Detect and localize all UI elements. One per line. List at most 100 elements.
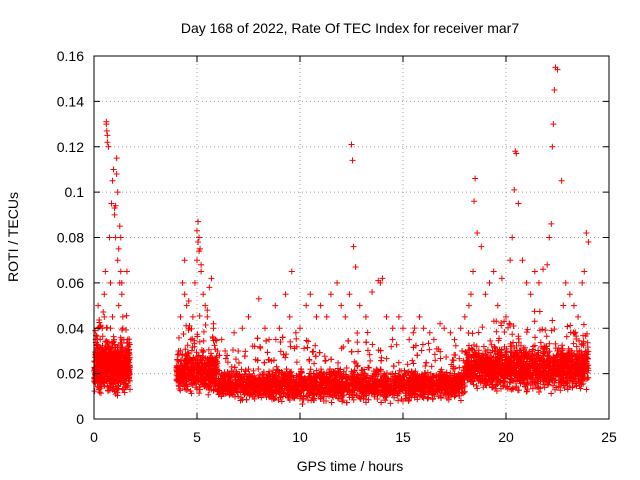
data-point	[269, 389, 276, 396]
data-point	[96, 317, 103, 324]
data-point	[385, 390, 392, 397]
data-point	[200, 328, 207, 335]
data-point	[116, 366, 123, 373]
data-point	[305, 338, 312, 345]
data-point	[213, 371, 220, 378]
data-point	[411, 385, 418, 392]
data-point	[115, 353, 122, 360]
data-point	[202, 370, 209, 377]
data-point	[394, 378, 401, 385]
data-point	[101, 378, 108, 385]
data-point	[543, 343, 550, 350]
data-point	[114, 382, 121, 389]
data-point	[470, 381, 477, 388]
data-point	[551, 326, 558, 333]
data-point	[175, 351, 182, 358]
data-point	[123, 312, 130, 319]
data-point	[417, 380, 424, 387]
data-point	[322, 357, 329, 364]
data-point	[278, 398, 285, 405]
data-point	[529, 378, 536, 385]
data-point	[205, 384, 212, 391]
data-point	[237, 383, 244, 390]
data-point	[480, 343, 487, 350]
data-point	[272, 395, 279, 402]
data-point	[250, 367, 257, 374]
data-point	[193, 376, 200, 383]
data-point	[445, 375, 452, 382]
data-point	[583, 386, 590, 393]
data-point	[100, 308, 107, 315]
data-point	[409, 357, 416, 364]
data-point	[306, 357, 313, 364]
data-point	[249, 386, 256, 393]
data-point	[180, 331, 187, 338]
data-point	[272, 381, 279, 388]
data-point	[259, 371, 266, 378]
data-point	[224, 352, 231, 359]
data-point	[104, 368, 111, 375]
data-point	[311, 387, 318, 394]
data-point	[175, 334, 182, 341]
data-point	[406, 382, 413, 389]
data-point	[361, 388, 368, 395]
data-point	[354, 330, 361, 337]
data-point	[293, 385, 300, 392]
data-point	[176, 375, 183, 382]
data-point	[424, 375, 431, 382]
data-point	[456, 364, 463, 371]
data-point	[328, 399, 335, 406]
data-point	[363, 392, 370, 399]
data-point	[114, 357, 121, 364]
data-point	[345, 337, 352, 344]
data-point	[537, 385, 544, 392]
data-point	[419, 341, 426, 348]
data-point	[456, 355, 463, 362]
data-point	[345, 383, 352, 390]
data-point	[210, 378, 217, 385]
data-point	[92, 364, 99, 371]
data-point	[404, 361, 411, 368]
data-point	[109, 359, 116, 366]
data-point	[351, 374, 358, 381]
data-point	[123, 326, 130, 333]
data-point	[550, 382, 557, 389]
data-point	[202, 380, 209, 387]
data-point	[382, 397, 389, 404]
data-point	[187, 388, 194, 395]
data-point	[327, 382, 334, 389]
data-point	[443, 354, 450, 361]
data-point	[243, 396, 250, 403]
data-point	[435, 385, 442, 392]
data-point	[447, 376, 454, 383]
grid-lines	[94, 56, 609, 419]
data-point	[98, 381, 105, 388]
data-point	[96, 389, 103, 396]
data-point	[174, 378, 181, 385]
data-point	[101, 355, 108, 362]
data-point	[567, 322, 574, 329]
data-point	[439, 384, 446, 391]
data-point	[426, 346, 433, 353]
data-point	[246, 371, 253, 378]
data-point	[505, 324, 512, 331]
data-point	[506, 320, 513, 327]
data-point	[272, 336, 279, 343]
data-point	[438, 394, 445, 401]
data-point	[442, 372, 449, 379]
data-point	[238, 366, 245, 373]
data-point	[111, 341, 118, 348]
data-point	[228, 363, 235, 370]
data-point	[213, 337, 220, 344]
data-point	[105, 359, 112, 366]
data-point	[411, 394, 418, 401]
data-point	[261, 359, 268, 366]
data-point	[325, 376, 332, 383]
data-point	[199, 355, 206, 362]
data-point	[425, 340, 432, 347]
data-point	[475, 329, 482, 336]
data-point	[293, 376, 300, 383]
data-point	[276, 369, 283, 376]
data-point	[229, 391, 236, 398]
data-point	[305, 397, 312, 404]
